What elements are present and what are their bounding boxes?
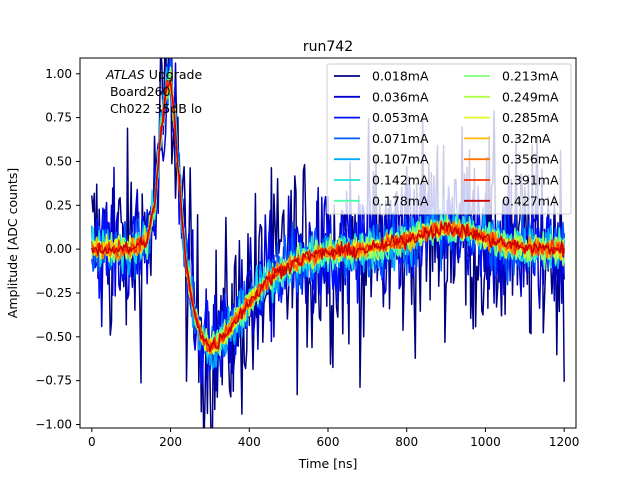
atlas-italic: ATLAS [105,67,145,82]
x-tick-label: 1000 [470,435,501,449]
y-tick-label: 1.00 [45,67,72,81]
y-tick-label: −0.25 [35,286,72,300]
series-line-0.427mA [91,79,565,353]
legend-label: 0.427mA [502,193,559,208]
y-tick-label: 0.50 [45,154,72,168]
channel-label: Ch022 35dB lo [106,101,202,116]
atlas-upgrade: Upgrade [145,67,203,82]
x-tick-label: 400 [238,435,261,449]
legend-label: 0.053mA [372,110,429,125]
legend-label: 0.32mA [502,131,551,146]
y-tick-label: −0.50 [35,330,72,344]
atlas-label: ATLAS Upgrade [105,67,202,82]
x-tick-label: 600 [317,435,340,449]
chart-title: run742 [303,39,353,55]
x-tick-label: 200 [159,435,182,449]
legend-label: 0.285mA [502,110,559,125]
x-axis: 0 200 400 600 800 1000 1200 [88,428,579,449]
legend-label: 0.018mA [372,69,429,84]
legend-label: 0.071mA [372,131,429,146]
x-tick-label: 1200 [549,435,580,449]
annotation: ATLAS Upgrade Board260 Ch022 35dB lo [105,67,202,116]
legend-label: 0.391mA [502,173,559,188]
x-axis-label: Time [ns] [298,456,358,471]
series-line-0.249mA [91,66,565,353]
y-axis: −1.00 −0.75 −0.50 −0.25 0.00 0.25 0.50 0.75 1.00 [35,67,80,431]
legend-label: 0.213mA [502,69,559,84]
y-tick-label: 0.25 [45,198,72,212]
y-tick-label: −1.00 [35,417,72,431]
legend-label: 0.142mA [372,173,429,188]
board-label: Board260 [106,84,171,99]
legend-label: 0.249mA [502,89,559,104]
legend-label: 0.107mA [372,152,429,167]
y-tick-label: 0.00 [45,242,72,256]
legend-frame [326,63,572,215]
legend-label: 0.356mA [502,152,559,167]
y-tick-label: 0.75 [45,111,72,125]
legend-label: 0.036mA [372,89,429,104]
y-tick-label: −0.75 [35,374,72,388]
legend-label: 0.178mA [372,193,429,208]
legend: 0.018mA 0.036mA 0.053mA 0.071mA 0.107mA 0.142… [326,63,572,215]
y-axis-label: Amplitude [ADC counts] [5,168,20,318]
x-tick-label: 800 [395,435,418,449]
x-tick-label: 0 [88,435,96,449]
